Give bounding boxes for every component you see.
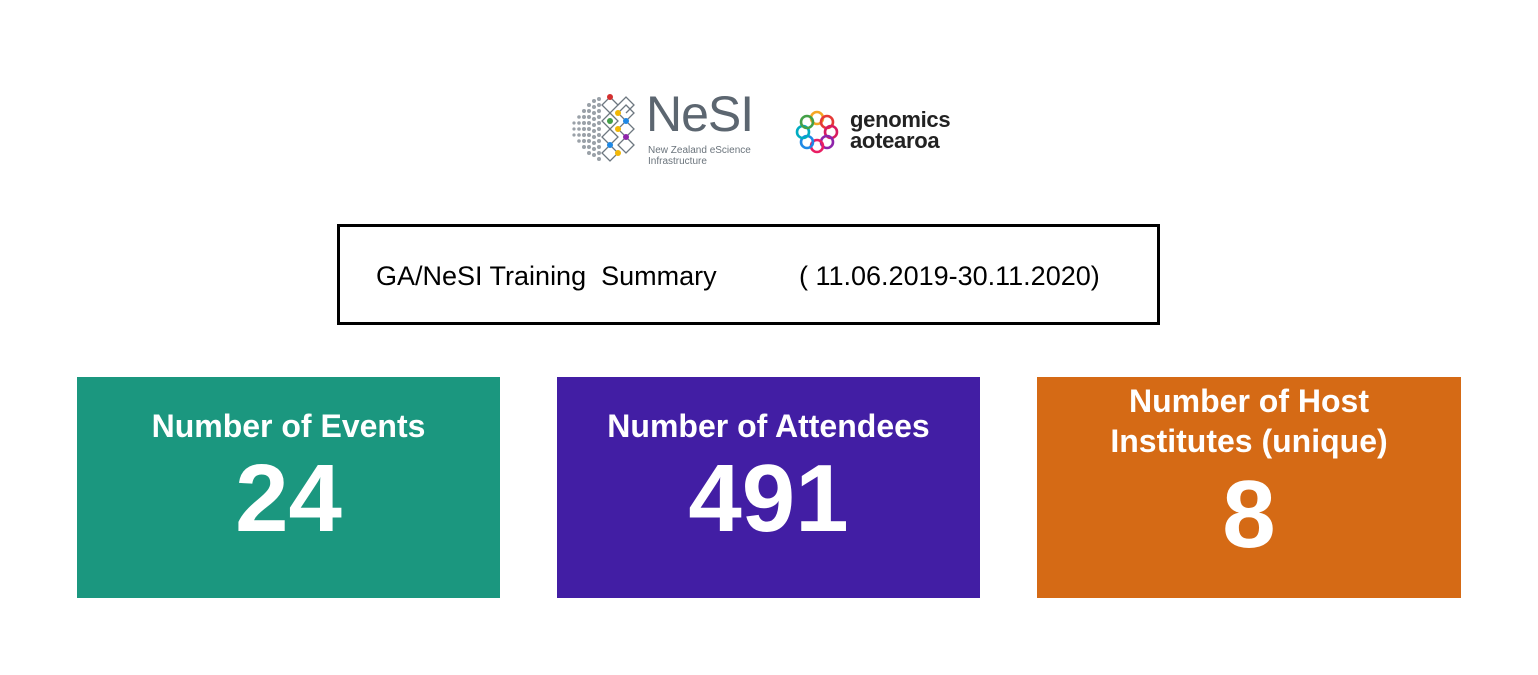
events-label: Number of Events [151,408,426,444]
summary-date-range: ( 11.06.2019-30.11.2020) [799,261,1100,291]
attendees-label: Number of Attendees [607,408,930,444]
nesi-tagline: New Zealand eScience Infrastructure [648,145,751,167]
nesi-wordmark: NeSI [646,86,754,142]
nesi-tagline-line1: New Zealand eScience [648,145,751,156]
nesi-logo-mark-icon [572,94,635,162]
attendees-value: 491 [688,445,849,552]
host-institutes-label: Number of Host Institutes (unique) [1037,381,1461,461]
host-institutes-stat-card: Number of Host Institutes (unique) 8 [1037,377,1461,598]
events-value: 24 [235,445,342,552]
genomics-aotearoa-logo: genomics aotearoa [795,108,975,158]
summary-title-box: GA/NeSI Training Summary ( 11.06.2019-30… [337,224,1160,325]
ga-line1: genomics [850,107,951,132]
ga-line2: aotearoa [850,128,940,153]
host-institutes-label-line2: Institutes (unique) [1110,423,1388,459]
nesi-tagline-line2: Infrastructure [648,156,707,167]
host-institutes-value: 8 [1222,461,1276,568]
events-stat-card: Number of Events 24 [77,377,500,598]
genomics-aotearoa-mark-icon [795,110,839,154]
summary-title: GA/NeSI Training Summary [376,261,717,291]
host-institutes-label-line1: Number of Host [1129,383,1369,419]
attendees-stat-card: Number of Attendees 491 [557,377,980,598]
genomics-aotearoa-wordmark: genomics aotearoa [850,107,951,153]
nesi-logo: NeSI New Zealand eScience Infrastructure [570,89,760,171]
